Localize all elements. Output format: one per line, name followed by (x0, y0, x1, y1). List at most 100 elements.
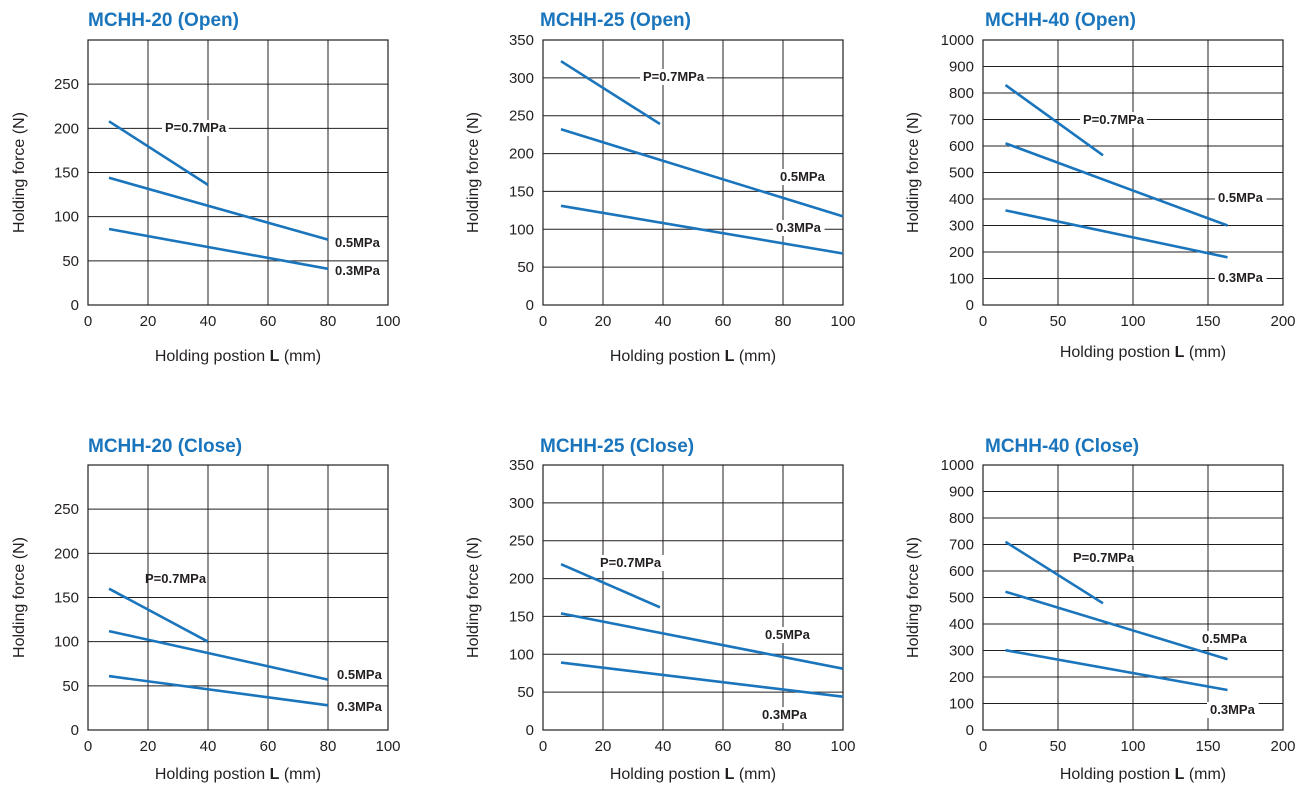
y-axis-label: Holding force (N) (11, 112, 28, 233)
x-tick-label: 60 (715, 313, 732, 330)
x-axis-label: Holding postion L (mm) (610, 766, 776, 783)
y-tick-label: 0 (526, 722, 534, 739)
y-tick-label: 150 (509, 608, 534, 625)
series-label: P=0.7MPa (145, 571, 207, 586)
chart-panel: 020406080100050100150200250300350P=0.7MP… (465, 436, 856, 783)
x-axis-label: Holding postion L (mm) (610, 348, 776, 365)
y-axis-label: Holding force (N) (465, 112, 482, 233)
y-tick-label: 0 (526, 297, 534, 314)
x-tick-label: 80 (320, 738, 337, 755)
x-axis-label-text: Holding postion (155, 766, 270, 783)
y-tick-label: 0 (966, 722, 974, 739)
x-axis-label-variable: L (270, 348, 280, 365)
y-tick-label: 350 (509, 457, 534, 474)
series-label: 0.5MPa (780, 169, 826, 184)
x-tick-label: 100 (375, 738, 400, 755)
x-tick-label: 100 (1120, 738, 1145, 755)
series-label: P=0.7MPa (600, 555, 662, 570)
x-axis-label-variable: L (725, 348, 735, 365)
y-tick-label: 800 (949, 510, 974, 527)
series-line (109, 676, 328, 705)
series-line (109, 178, 328, 240)
series-label: P=0.7MPa (165, 120, 227, 135)
x-tick-label: 80 (775, 313, 792, 330)
x-tick-label: 150 (1195, 313, 1220, 330)
y-tick-label: 400 (949, 191, 974, 208)
y-tick-label: 100 (54, 209, 79, 226)
y-tick-label: 500 (949, 590, 974, 607)
y-tick-label: 100 (949, 696, 974, 713)
x-tick-label: 150 (1195, 738, 1220, 755)
x-tick-label: 0 (84, 738, 92, 755)
y-tick-label: 100 (509, 221, 534, 238)
series-label: 0.3MPa (762, 707, 808, 722)
y-tick-label: 300 (509, 70, 534, 87)
x-tick-label: 0 (539, 738, 547, 755)
chart-panel: 0501001502000100200300400500600700800900… (905, 10, 1296, 361)
y-tick-label: 600 (949, 563, 974, 580)
x-axis-label: Holding postion L (mm) (155, 348, 321, 365)
chart-title: MCHH-40 (Close) (985, 436, 1139, 457)
x-axis-label-unit: (mm) (1184, 766, 1226, 783)
x-tick-label: 50 (1050, 313, 1067, 330)
x-axis-label-unit: (mm) (734, 348, 776, 365)
x-tick-label: 100 (830, 738, 855, 755)
series-label: P=0.7MPa (1073, 550, 1135, 565)
x-axis-label-unit: (mm) (734, 766, 776, 783)
series-line (1006, 650, 1228, 690)
series-label: P=0.7MPa (1083, 112, 1145, 127)
y-axis-label: Holding force (N) (11, 537, 28, 658)
y-tick-label: 0 (966, 297, 974, 314)
x-axis-label-variable: L (1175, 344, 1185, 361)
series-label: 0.3MPa (776, 220, 822, 235)
y-tick-label: 100 (54, 634, 79, 651)
y-tick-label: 50 (62, 253, 79, 270)
x-axis-label-text: Holding postion (1060, 766, 1175, 783)
y-tick-label: 200 (949, 669, 974, 686)
y-tick-label: 150 (509, 183, 534, 200)
x-axis-label-unit: (mm) (1184, 344, 1226, 361)
y-tick-label: 800 (949, 85, 974, 102)
chart-title: MCHH-25 (Open) (540, 10, 691, 31)
x-tick-label: 0 (539, 313, 547, 330)
chart-panel: 020406080100050100150200250P=0.7MPa0.5MP… (11, 436, 401, 783)
chart-panel: 020406080100050100150200250300350P=0.7MP… (465, 10, 856, 365)
y-tick-label: 250 (54, 501, 79, 518)
x-tick-label: 20 (140, 738, 157, 755)
chart-panel: 0501001502000100200300400500600700800900… (905, 436, 1296, 783)
y-tick-label: 600 (949, 138, 974, 155)
y-tick-label: 150 (54, 590, 79, 607)
chart-panel: 020406080100050100150200250P=0.7MPa0.5MP… (11, 10, 401, 365)
y-tick-label: 250 (509, 533, 534, 550)
y-tick-label: 100 (509, 646, 534, 663)
x-axis-label: Holding postion L (mm) (155, 766, 321, 783)
series-line (1006, 143, 1228, 225)
x-axis-label-text: Holding postion (610, 348, 725, 365)
x-axis-label-text: Holding postion (610, 766, 725, 783)
y-tick-label: 300 (509, 495, 534, 512)
x-axis-label-variable: L (1175, 766, 1185, 783)
y-tick-label: 200 (509, 146, 534, 163)
series-label: P=0.7MPa (643, 69, 705, 84)
x-axis-label: Holding postion L (mm) (1060, 766, 1226, 783)
y-tick-label: 0 (71, 722, 79, 739)
x-tick-label: 100 (375, 313, 400, 330)
series-label: 0.5MPa (1218, 190, 1264, 205)
x-tick-label: 50 (1050, 738, 1067, 755)
series-label: 0.5MPa (337, 667, 383, 682)
x-tick-label: 20 (595, 313, 612, 330)
x-tick-label: 80 (320, 313, 337, 330)
x-tick-label: 20 (140, 313, 157, 330)
x-axis-label: Holding postion L (mm) (1060, 344, 1226, 361)
x-tick-label: 0 (979, 313, 987, 330)
chart-title: MCHH-20 (Open) (88, 10, 239, 31)
y-tick-label: 200 (949, 244, 974, 261)
x-tick-label: 60 (715, 738, 732, 755)
x-axis-label-variable: L (725, 766, 735, 783)
y-tick-label: 150 (54, 165, 79, 182)
y-tick-label: 200 (54, 120, 79, 137)
x-tick-label: 0 (979, 738, 987, 755)
x-tick-label: 80 (775, 738, 792, 755)
y-tick-label: 50 (517, 684, 534, 701)
